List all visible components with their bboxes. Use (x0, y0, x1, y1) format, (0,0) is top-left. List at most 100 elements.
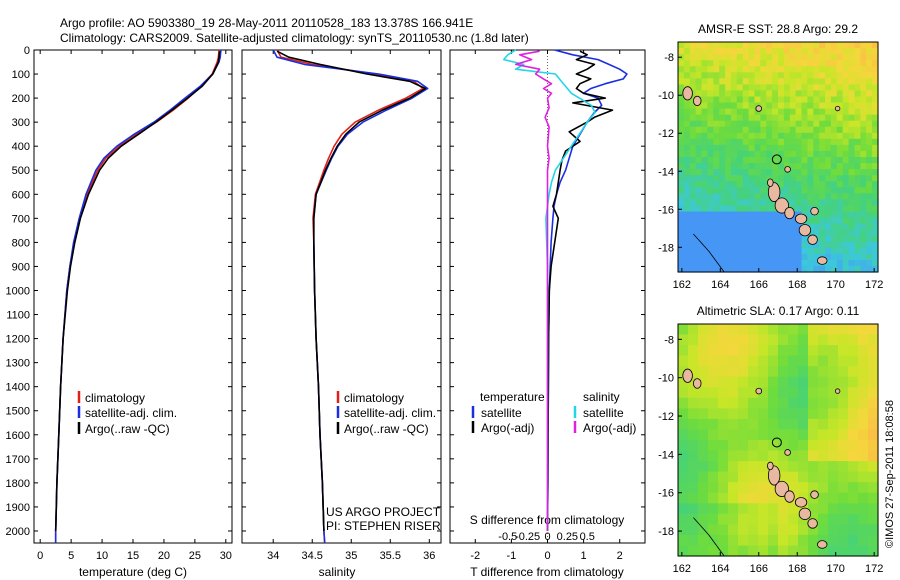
map-cell (819, 42, 826, 49)
map-cell (748, 366, 759, 378)
map-cell (842, 247, 850, 255)
map-cell (830, 66, 838, 73)
map-cell (766, 247, 773, 255)
map-cell (719, 114, 726, 122)
map-cell (778, 492, 789, 504)
map-cell (860, 90, 867, 98)
map-cell (788, 534, 799, 546)
map-cell (778, 524, 789, 536)
map-cell (842, 199, 850, 207)
map-cell (819, 247, 826, 255)
map-cell (866, 247, 873, 255)
map-cell (801, 193, 808, 200)
map-cell (872, 229, 879, 237)
map-cell (683, 199, 691, 207)
map-cell (719, 247, 726, 255)
map-cell (689, 187, 697, 194)
map-cell (738, 355, 749, 367)
map-cell (678, 144, 685, 152)
map-cell (798, 324, 809, 336)
map-cell (854, 259, 861, 267)
map-cell (818, 503, 829, 515)
map-cell (860, 150, 867, 158)
map-cell (708, 513, 719, 525)
map-cell (678, 157, 685, 164)
map-cell (830, 138, 838, 146)
map-cell (689, 241, 697, 249)
map-cell (688, 408, 699, 420)
diff-series-t-argo (546, 50, 614, 532)
map-cell (683, 187, 691, 194)
map-cell (848, 376, 859, 388)
map-cell (778, 84, 785, 92)
y-tick-label: -14 (658, 449, 674, 461)
map-cell (683, 126, 691, 134)
map-cell (860, 193, 867, 200)
map-cell (701, 150, 708, 158)
map-cell (825, 163, 832, 170)
map-cell (783, 193, 791, 200)
map-cell (708, 345, 719, 357)
map-cell (701, 169, 708, 176)
map-cell (848, 187, 856, 194)
map-cell (868, 440, 879, 452)
map-cell (678, 84, 685, 92)
map-cell (808, 366, 819, 378)
map-cell (838, 513, 849, 525)
map-cell (860, 60, 867, 67)
map-cell (728, 482, 739, 494)
map-cell (768, 429, 779, 441)
map-cell (801, 72, 808, 79)
map-cell (842, 157, 850, 164)
map-cell (860, 102, 867, 110)
map-cell (719, 217, 726, 225)
map-cell (819, 96, 826, 104)
map-cell (707, 205, 714, 213)
map-cell (772, 229, 779, 237)
map-cell (830, 157, 838, 164)
map-cell (689, 84, 697, 92)
map-cell (758, 345, 769, 357)
map-cell (801, 60, 808, 67)
island (784, 166, 791, 173)
map-cell (836, 108, 844, 116)
legend-label: satellite (583, 406, 624, 420)
map-cell (760, 199, 767, 207)
map-cell (728, 376, 739, 388)
map-cell (678, 265, 685, 273)
map-cell (842, 90, 850, 98)
map-cell (813, 163, 820, 170)
map-cell (872, 78, 879, 85)
map-cell (760, 48, 767, 55)
map-cell (695, 42, 703, 49)
map-cell (868, 397, 879, 409)
map-cell (695, 102, 703, 110)
map-cell (689, 181, 697, 188)
map-cell (788, 366, 799, 378)
map-cell (678, 355, 689, 367)
map-cell (736, 241, 744, 249)
map-cell (754, 126, 761, 134)
map-cell (719, 60, 726, 67)
map-cell (678, 345, 689, 357)
map-cell (860, 181, 867, 188)
map-cell (801, 138, 808, 146)
map-cell (866, 90, 873, 98)
map-cell (689, 175, 697, 182)
map-cell (830, 78, 838, 85)
map-cell (836, 229, 844, 237)
map-cell (848, 66, 856, 73)
map-cell (760, 144, 767, 152)
map-cell (748, 524, 759, 536)
s-tick-label: -0.25 (515, 531, 540, 543)
map-cell (788, 461, 799, 473)
map-cell (868, 482, 879, 494)
map-cell (808, 524, 819, 536)
map-cell (708, 440, 719, 452)
map-cell (707, 199, 714, 207)
map-cell (707, 132, 714, 140)
island (810, 206, 819, 216)
map-cell (725, 84, 732, 92)
map-cell (772, 54, 779, 61)
map-cell (718, 366, 729, 378)
